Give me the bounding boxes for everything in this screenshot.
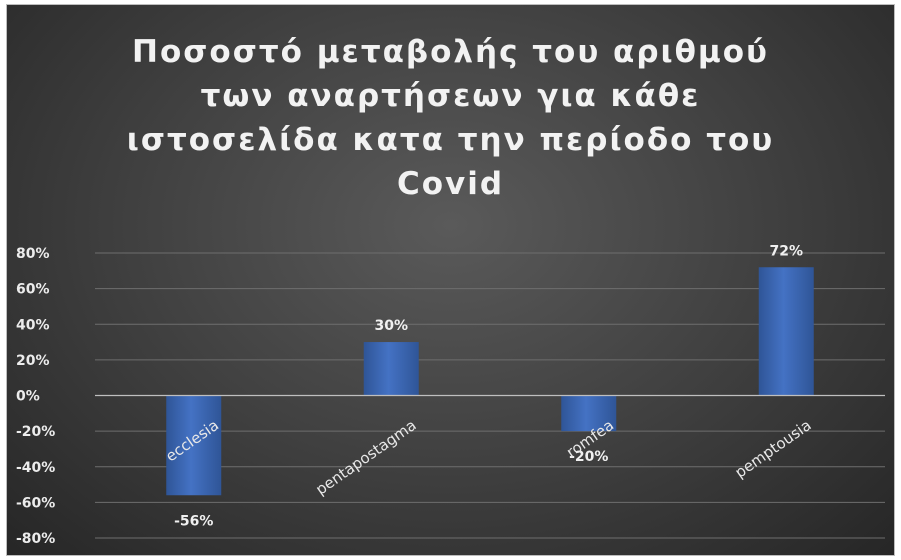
- chart-title-line: Ποσοστό μεταβολής του αριθμού: [132, 34, 769, 70]
- bar-pentapostagma: [363, 342, 419, 396]
- chart-frame: [6, 4, 895, 556]
- bar-pemptousia: [758, 267, 814, 396]
- bar-romfea: [561, 395, 617, 432]
- bar-ecclesia: [166, 395, 222, 496]
- data-label: 72%: [769, 243, 803, 259]
- data-label: -20%: [569, 449, 608, 465]
- y-tick-label: -80%: [16, 531, 55, 547]
- y-tick-label: 80%: [16, 246, 50, 262]
- y-tick-label: 40%: [16, 317, 50, 333]
- y-tick-label: -20%: [16, 424, 55, 440]
- chart-title-line: των αναρτήσεων για κάθε: [200, 78, 701, 114]
- y-tick-label: 0%: [16, 389, 40, 405]
- data-label: -56%: [174, 513, 213, 529]
- chart-title-line: ιστοσελίδα κατα την περίοδο του: [126, 122, 775, 158]
- y-tick-label: 60%: [16, 282, 50, 298]
- data-label: 30%: [374, 318, 408, 334]
- chart-title: Ποσοστό μεταβολής του αριθμού των αναρτή…: [40, 30, 861, 206]
- category-label: pemptousia: [732, 416, 815, 482]
- y-tick-label: 20%: [16, 353, 50, 369]
- category-label: pentapostagma: [312, 416, 419, 499]
- y-tick-label: -40%: [16, 460, 55, 476]
- chart-title-line: Covid: [396, 166, 505, 202]
- y-tick-label: -60%: [16, 495, 55, 511]
